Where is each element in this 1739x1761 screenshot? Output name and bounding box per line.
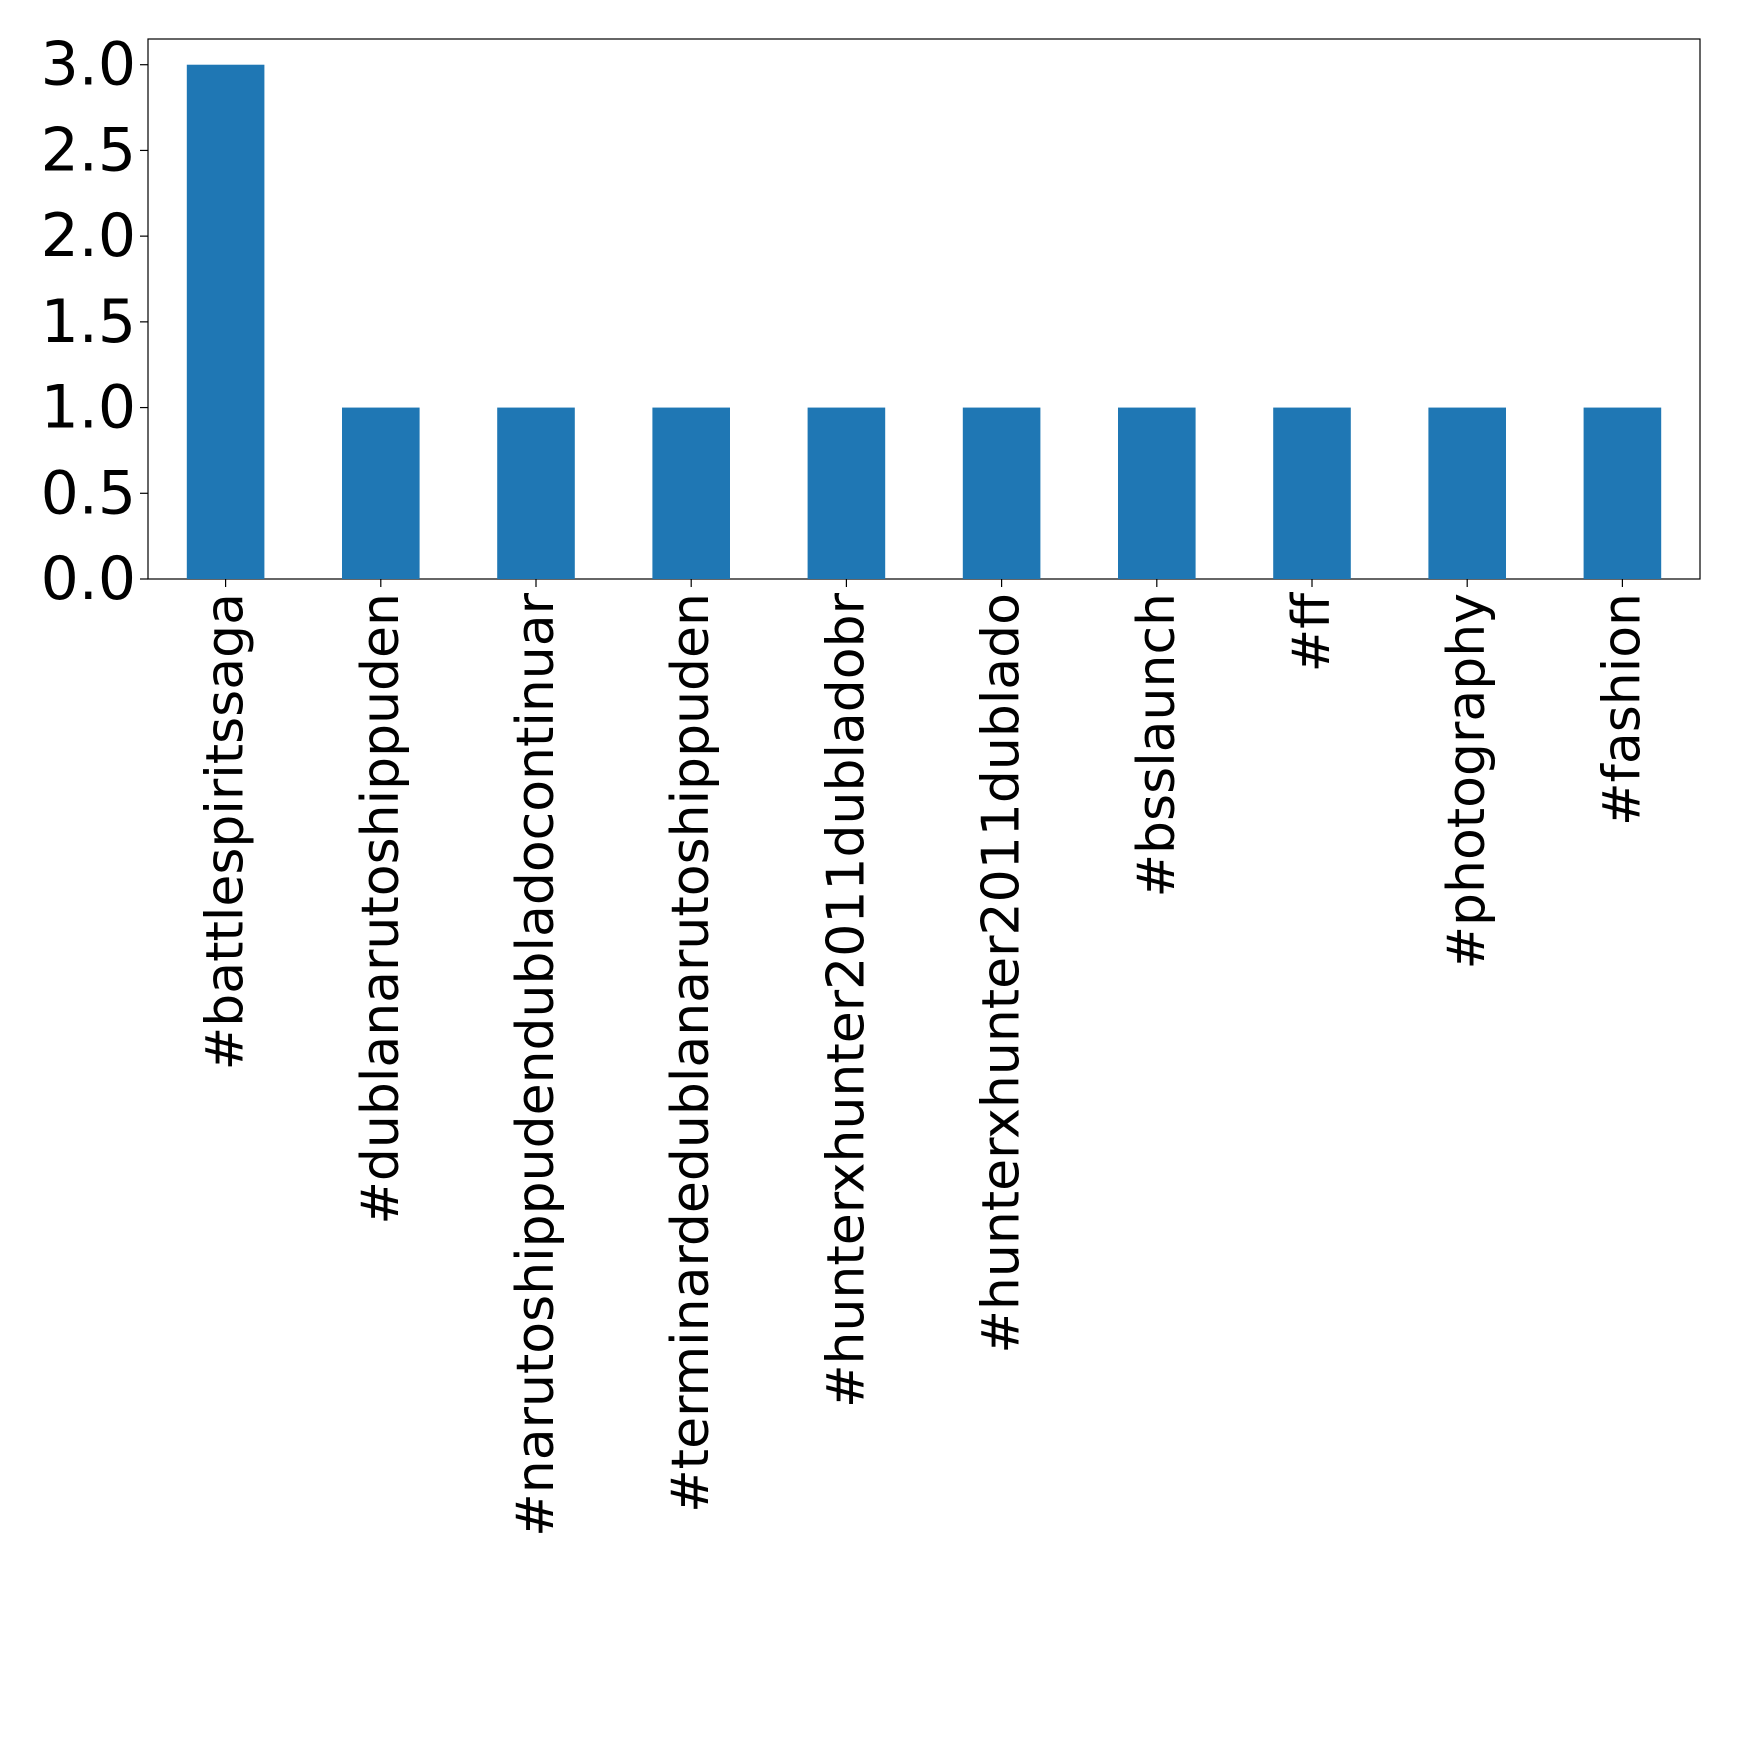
bar	[962, 407, 1041, 579]
bar	[342, 407, 420, 579]
y-tick-label: 1.5	[41, 287, 136, 357]
x-tick-label: #hunterxhunter2011dublado	[972, 593, 1032, 1354]
x-tick-label: #terminardedublanarutoshippuden	[661, 593, 721, 1513]
y-tick-label: 3.0	[41, 30, 136, 100]
x-tick-label: #dublanarutoshippuden	[351, 593, 411, 1225]
x-tick-label: #ff	[1282, 592, 1342, 673]
x-tick-label: #bsslaunch	[1127, 593, 1187, 898]
x-axis: #battlespiritssaga #dublanarutoshippuden #…	[196, 579, 1652, 1537]
bar	[1273, 407, 1351, 579]
bar	[497, 407, 575, 579]
x-tick-label: #fashion	[1592, 593, 1652, 826]
x-tick-label: #battlespiritssaga	[196, 593, 256, 1070]
bar	[652, 407, 730, 579]
bar	[1583, 407, 1662, 579]
bars	[186, 64, 1662, 579]
bar	[1428, 407, 1506, 579]
y-tick-label: 2.5	[41, 115, 136, 185]
x-tick-label: #photography	[1437, 593, 1497, 970]
y-tick-label: 0.0	[41, 544, 136, 614]
bar	[186, 64, 265, 579]
bar	[1118, 407, 1196, 579]
x-tick-label: #hunterxhunter2011dubladobr	[816, 592, 876, 1408]
y-tick-label: 2.0	[41, 201, 136, 271]
x-tick-label: #narutoshippudendubladocontinuar	[506, 592, 566, 1536]
bar	[807, 407, 886, 579]
y-axis: 0.0 0.5 1.0 1.5 2.0 2.5 3.0	[41, 30, 148, 614]
y-tick-label: 0.5	[41, 458, 136, 528]
y-tick-label: 1.0	[41, 373, 136, 443]
